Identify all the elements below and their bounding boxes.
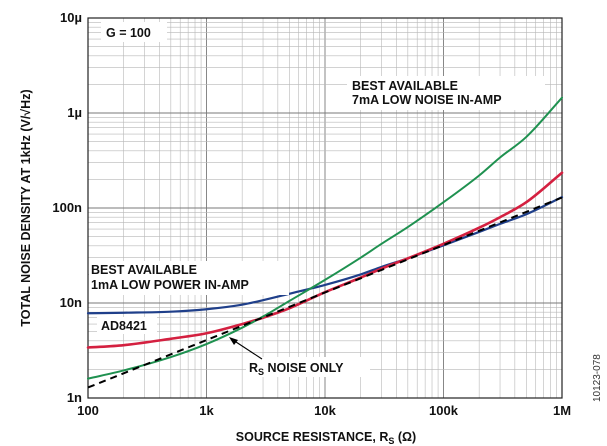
best1-label-line1: BEST AVAILABLE <box>91 263 197 277</box>
x-axis-title-unit: (Ω) <box>394 430 416 444</box>
rs-noise-annotation: RS NOISE ONLY <box>229 337 370 377</box>
gain-label-box <box>101 22 167 42</box>
ad8421-label-box <box>97 317 157 334</box>
rs-arrow-line <box>232 339 263 360</box>
y-tick-label: 1n <box>67 390 82 405</box>
series-line-1 <box>86 196 564 315</box>
rs-label-main: R <box>249 361 258 375</box>
y-tick-labels: 1n 10n 100n 1µ 10µ <box>52 10 82 405</box>
series-line-3 <box>87 96 563 380</box>
series-layer <box>86 96 564 389</box>
best7-label-line1: BEST AVAILABLE <box>352 79 458 93</box>
best7-annotation: BEST AVAILABLE 7mA LOW NOISE IN-AMP <box>347 76 545 110</box>
x-axis-title: SOURCE RESISTANCE, RS (Ω) <box>236 430 416 446</box>
x-tick-label: 1M <box>553 403 571 418</box>
grid-lines <box>87 18 562 399</box>
series-line-4 <box>87 196 563 389</box>
ad8421-label: AD8421 <box>101 319 147 333</box>
plot-frame <box>87 17 563 399</box>
series-line-2 <box>86 171 564 349</box>
x-tick-label: 10k <box>314 403 336 418</box>
x-tick-labels: 100 1k 10k 100k 1M <box>77 403 571 418</box>
figure-id: 10123-078 <box>592 354 603 402</box>
x-axis-title-sub: S <box>388 436 394 446</box>
best1-annotation: BEST AVAILABLE 1mA LOW POWER IN-AMP <box>89 261 289 295</box>
x-tick-label: 100 <box>77 403 99 418</box>
rs-label-rest: NOISE ONLY <box>264 361 344 375</box>
y-tick-label: 1µ <box>67 105 82 120</box>
y-axis-title: TOTAL NOISE DENSITY AT 1kHz (V/√Hz) <box>19 89 33 326</box>
rs-label-sub: S <box>258 367 264 377</box>
gain-label: G = 100 <box>106 26 151 40</box>
rs-label-box <box>246 357 370 377</box>
gain-annotation: G = 100 <box>101 22 167 42</box>
best1-label-line2: 1mA LOW POWER IN-AMP <box>91 278 249 292</box>
ad8421-annotation: AD8421 <box>97 317 157 334</box>
x-axis-title-main: SOURCE RESISTANCE, R <box>236 430 389 444</box>
rs-arrow-head <box>229 337 238 345</box>
y-tick-label: 10µ <box>60 10 82 25</box>
best1-label-box <box>89 261 289 295</box>
best7-label-box <box>347 76 545 110</box>
best7-label-line2: 7mA LOW NOISE IN-AMP <box>352 93 502 107</box>
rs-label: RS NOISE ONLY <box>249 361 344 377</box>
y-tick-label: 10n <box>60 295 82 310</box>
x-tick-label: 1k <box>199 403 214 418</box>
x-tick-label: 100k <box>429 403 459 418</box>
y-tick-label: 100n <box>52 200 82 215</box>
